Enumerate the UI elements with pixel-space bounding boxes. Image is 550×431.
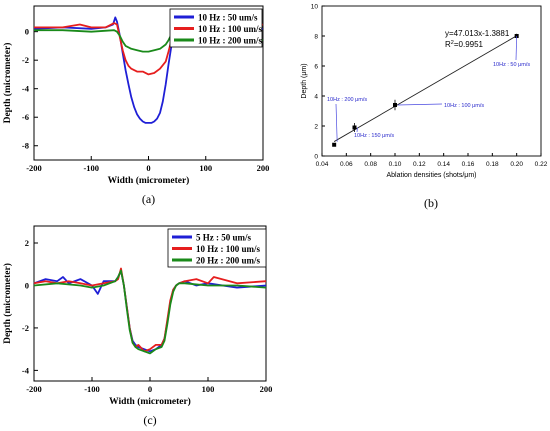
y-tick-label: 4 [314, 94, 318, 101]
x-tick-label: 0.14 [437, 161, 450, 168]
data-point-3 [393, 103, 397, 107]
y-tick-label: 2 [314, 124, 318, 131]
x-tick-label: 0.06 [340, 161, 353, 168]
legend-entry-1: 5 Hz : 50 um/s [196, 233, 251, 243]
y-tick-label: 8 [314, 34, 318, 41]
x-axis-label: Width (micrometer) [109, 396, 191, 407]
annotation-arrow [515, 35, 518, 61]
r2-prefix: R [445, 40, 451, 49]
fit-r-squared: R2=0.9951 [445, 40, 484, 49]
y-tick-label: -8 [22, 141, 29, 151]
legend-entry-2: 10 Hz : 100 um/s [196, 244, 260, 254]
x-tick-label: 0.08 [364, 161, 377, 168]
fit-equation: y=47.013x-1.3881 [445, 29, 510, 38]
panel-label: (b) [424, 196, 438, 210]
annotation-label-1: 10Hz : 50 μm/s [493, 62, 530, 68]
fit-line [333, 35, 517, 142]
y-tick-label: 0 [25, 27, 29, 37]
data-point-1 [332, 142, 337, 147]
x-tick-label: 100 [202, 384, 215, 394]
r2-exponent: 2 [451, 40, 454, 46]
data-point-2 [352, 125, 357, 130]
legend-entry-2: 10 Hz : 100 um/s [198, 24, 262, 34]
y-axis-label: Depth (micrometer) [2, 263, 13, 344]
r2-value: =0.9951 [454, 40, 484, 49]
x-tick-label: 100 [199, 163, 212, 173]
panel-a: -200 -100 0 100 200 0 -2 -4 -6 -8 Width (micromete… [2, 5, 270, 206]
x-tick-label: 0.22 [535, 161, 548, 168]
x-tick-label: 0 [146, 163, 150, 173]
panel-b: 0.04 0.06 0.08 0.10 0.12 0.14 0.16 0.18 0.20 0.22… [301, 4, 548, 211]
x-tick-label: 0 [148, 384, 152, 394]
panel-c: -200 -100 0 100 200 2 0 -2 -4 Width (micrometer) D… [2, 225, 273, 427]
x-tick-label: -100 [83, 163, 99, 173]
y-tick-label: 0 [314, 154, 318, 161]
series-line-3 [33, 269, 267, 355]
annotation-label-3: 10Hz : 150 μm/s [354, 133, 394, 139]
x-tick-label: 0.04 [316, 161, 329, 168]
series-line-1 [33, 269, 267, 353]
legend-entry-3: 10 Hz : 200 um/s [198, 36, 262, 46]
y-tick-label: 0 [25, 280, 29, 290]
y-tick-label: -2 [22, 55, 29, 65]
y-tick-label: -4 [22, 365, 30, 375]
y-tick-label: -6 [22, 112, 29, 122]
legend-entry-1: 10 Hz : 50 um/s [198, 13, 258, 23]
panel-label: (a) [142, 192, 155, 206]
y-tick-label: 10 [311, 4, 319, 11]
x-tick-label: 200 [260, 384, 273, 394]
annotation-label-4: 10Hz : 200 μm/s [327, 97, 367, 103]
y-tick-label: -2 [22, 323, 29, 333]
y-tick-label: 2 [25, 238, 29, 248]
x-tick-label: -200 [26, 384, 42, 394]
y-axis-label: Depth (micrometer) [2, 43, 13, 124]
y-tick-label: 6 [314, 64, 318, 71]
x-tick-label: 0.12 [413, 161, 426, 168]
legend-entry-3: 20 Hz : 200 um/s [196, 256, 260, 266]
x-tick-label: 200 [257, 163, 270, 173]
plot-frame [321, 5, 542, 157]
x-tick-label: 0.20 [510, 161, 523, 168]
x-axis-label: Width (micrometer) [108, 175, 190, 186]
x-tick-label: -200 [26, 163, 42, 173]
y-axis-label: Depth (μm) [301, 63, 308, 98]
x-tick-label: 0.18 [486, 161, 499, 168]
panel-label: (c) [143, 413, 156, 427]
x-tick-label: -100 [84, 384, 100, 394]
series-line-2 [33, 267, 267, 353]
y-tick-label: -4 [22, 84, 30, 94]
x-tick-label: 0.10 [389, 161, 402, 168]
annotation-arrow [397, 103, 443, 106]
annotation-arrow [335, 103, 338, 142]
x-tick-label: 0.16 [462, 161, 475, 168]
x-axis-label: Ablation densities (shots/μm) [386, 172, 476, 179]
annotation-label-2: 10Hz : 100 μm/s [444, 103, 484, 109]
